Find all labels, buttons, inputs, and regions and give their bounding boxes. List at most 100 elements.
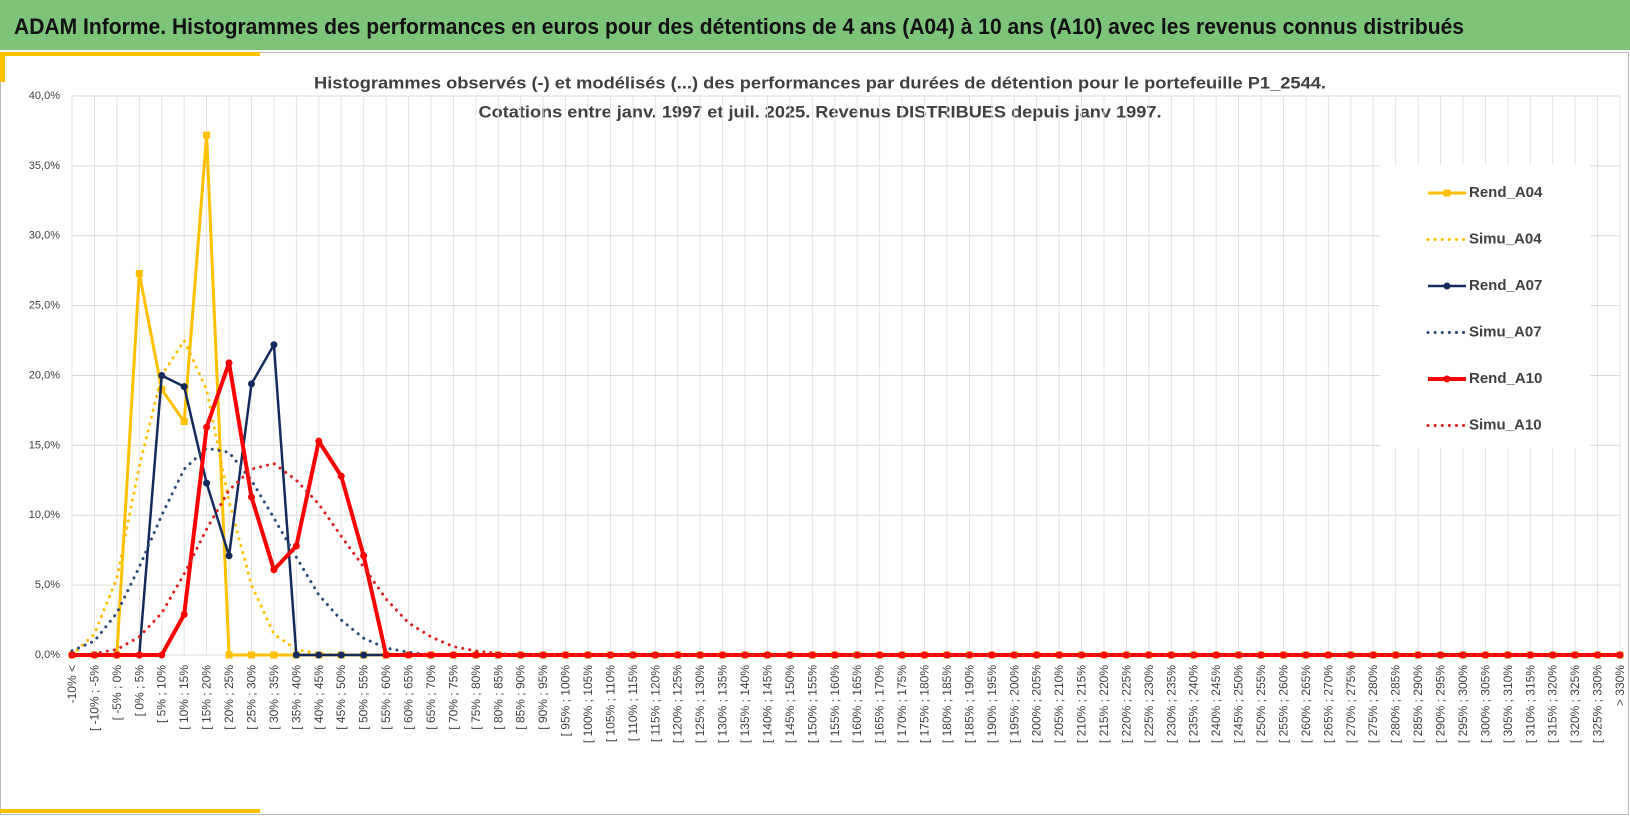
point-marker xyxy=(225,359,233,367)
x-tick-label: [ 205% ; 210% xyxy=(1052,665,1066,743)
x-tick-label: [ 25% ; 30% xyxy=(244,665,258,730)
point-marker xyxy=(225,651,233,659)
chart-frame xyxy=(0,52,1629,815)
x-tick-label: [ 285% ; 290% xyxy=(1411,665,1425,743)
point-marker xyxy=(472,651,480,659)
y-tick-label: 10,0% xyxy=(29,509,60,521)
y-tick-label: 25,0% xyxy=(29,300,60,312)
accent xyxy=(0,52,260,56)
point-marker xyxy=(203,131,211,139)
x-tick-label: [ 245% ; 250% xyxy=(1232,665,1246,743)
point-marker xyxy=(1571,651,1579,659)
point-marker xyxy=(1549,651,1557,659)
point-marker xyxy=(360,651,368,659)
point-marker xyxy=(1100,651,1108,659)
y-tick-label: 0,0% xyxy=(35,649,60,661)
point-marker xyxy=(808,651,816,659)
x-tick-label: [ 180% ; 185% xyxy=(940,665,954,743)
x-tick-label: [ 275% ; 280% xyxy=(1366,665,1380,743)
x-tick-label: [ 65% ; 70% xyxy=(424,665,438,730)
point-marker xyxy=(113,651,121,659)
point-marker xyxy=(270,341,278,349)
x-tick-label: [ -5% ; 0% xyxy=(110,665,124,721)
point-marker xyxy=(427,651,435,659)
x-tick-label: [ 120% ; 125% xyxy=(671,665,685,743)
point-marker xyxy=(203,479,211,487)
x-tick-label: [ 105% ; 110% xyxy=(603,665,617,742)
x-tick-label: [ 100% ; 105% xyxy=(581,665,595,743)
x-tick-label: [ 30% ; 35% xyxy=(267,665,281,730)
x-tick-label: [ 135% ; 140% xyxy=(738,665,752,743)
point-marker xyxy=(1145,651,1153,659)
x-tick-label: [ 70% ; 75% xyxy=(446,665,460,730)
point-marker xyxy=(337,651,345,659)
x-tick-label: [ 130% ; 135% xyxy=(716,665,730,743)
legend-label: Simu_A07 xyxy=(1469,323,1542,340)
x-tick-label: [ 235% ; 240% xyxy=(1187,665,1201,743)
point-marker xyxy=(135,269,143,277)
x-tick-label: [ 250% ; 255% xyxy=(1254,665,1268,743)
x-tick-label: [ 15% ; 20% xyxy=(200,665,214,730)
accent xyxy=(0,52,5,82)
point-marker xyxy=(449,651,457,659)
point-marker xyxy=(1122,651,1130,659)
x-tick-label: [ 10% ; 15% xyxy=(177,665,191,730)
legend-label: Simu_A10 xyxy=(1469,416,1542,433)
point-marker xyxy=(853,651,861,659)
point-marker xyxy=(1526,651,1534,659)
point-marker xyxy=(180,610,188,618)
header-title: ADAM Informe. Histogrammes des performan… xyxy=(14,14,1464,39)
x-tick-label: [ 310% ; 315% xyxy=(1523,665,1537,743)
point-marker xyxy=(270,566,278,574)
legend-marker xyxy=(1443,375,1451,383)
point-marker xyxy=(965,651,973,659)
y-tick-label: 30,0% xyxy=(29,230,60,242)
legend-label: Rend_A07 xyxy=(1469,277,1542,294)
y-tick-label: 15,0% xyxy=(29,439,60,451)
point-marker xyxy=(203,423,211,431)
point-marker xyxy=(1369,651,1377,659)
point-marker xyxy=(584,651,592,659)
point-marker xyxy=(158,651,166,659)
y-tick-label: 20,0% xyxy=(29,369,60,381)
x-tick-label: [ 200% ; 205% xyxy=(1030,665,1044,743)
point-marker xyxy=(382,651,390,659)
x-tick-label: [ 140% ; 145% xyxy=(760,665,774,743)
x-tick-label: [ 225% ; 230% xyxy=(1142,665,1156,743)
x-tick-label: [ 185% ; 190% xyxy=(962,665,976,743)
x-tick-label: [ 230% ; 235% xyxy=(1164,665,1178,743)
legend-label: Rend_A04 xyxy=(1469,184,1543,201)
x-tick-label: [ 265% ; 270% xyxy=(1321,665,1335,743)
series-line xyxy=(70,462,1622,657)
x-tick-label: [ 260% ; 265% xyxy=(1299,665,1313,743)
x-tick-label: [ 325% ; 330% xyxy=(1591,665,1605,743)
x-tick-label: [ 215% ; 220% xyxy=(1097,665,1111,743)
x-tick-label: [ 280% ; 285% xyxy=(1389,665,1403,743)
x-tick-label: [ 305% ; 310% xyxy=(1501,665,1515,743)
x-tick-label: [ 220% ; 225% xyxy=(1119,665,1133,743)
x-tick-label: [ 190% ; 195% xyxy=(985,665,999,743)
x-tick-label: [ 60% ; 65% xyxy=(402,665,416,730)
x-tick-label: [ 210% ; 215% xyxy=(1075,665,1089,743)
x-tick-label: [ 240% ; 245% xyxy=(1209,665,1223,743)
legend-marker xyxy=(1443,189,1451,197)
point-marker xyxy=(988,651,996,659)
legend-box xyxy=(1380,165,1590,448)
x-tick-label: [ 115% ; 120% xyxy=(648,665,662,742)
point-marker xyxy=(270,651,278,659)
x-tick-label: [ 320% ; 325% xyxy=(1568,665,1582,743)
point-marker xyxy=(539,651,547,659)
point-marker xyxy=(1504,651,1512,659)
x-tick-label: [ 175% ; 180% xyxy=(918,665,932,743)
point-marker xyxy=(135,651,143,659)
x-tick-label: > 330% xyxy=(1613,665,1627,706)
y-tick-label: 40,0% xyxy=(29,90,60,102)
x-tick-label: [ 85% ; 90% xyxy=(514,665,528,730)
x-tick-label: [ 255% ; 260% xyxy=(1276,665,1290,743)
x-tick-label: [ 270% ; 275% xyxy=(1344,665,1358,743)
x-tick-label: [ 75% ; 80% xyxy=(469,665,483,730)
chart-title: Histogrammes observés (-) et modélisés (… xyxy=(314,73,1326,92)
x-tick-label: [ -10% ; -5% xyxy=(87,665,101,731)
x-tick-label: [ 125% ; 130% xyxy=(693,665,707,743)
x-tick-label: [ 35% ; 40% xyxy=(289,665,303,730)
